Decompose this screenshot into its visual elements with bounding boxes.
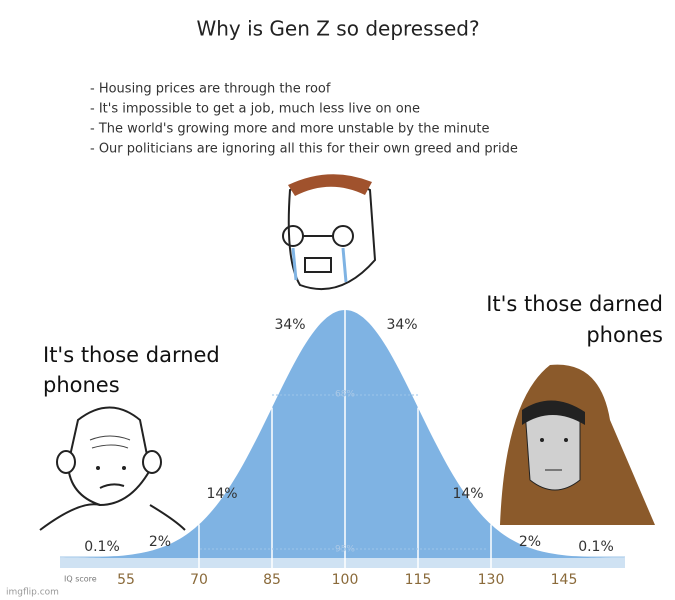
title: Why is Gen Z so depressed?: [196, 17, 479, 41]
bullet: - Housing prices are through the roof: [90, 82, 331, 97]
inner-pct: 95%: [335, 545, 355, 555]
tick-label: 115: [405, 572, 432, 588]
bell-curve: [60, 310, 625, 558]
bullet: - It's impossible to get a job, much les…: [90, 102, 420, 117]
axis-label: IQ score: [64, 575, 97, 584]
tick-label: 100: [332, 572, 359, 588]
bullet: - Our politicians are ignoring all this …: [90, 142, 518, 157]
pct-label: 14%: [452, 486, 483, 502]
tick-label: 130: [478, 572, 505, 588]
pct-label: 0.1%: [578, 539, 614, 555]
bullet-list: - Housing prices are through the roof - …: [90, 82, 518, 157]
left-character: [39, 406, 186, 531]
tick-label: 145: [551, 572, 578, 588]
caption: It's those darned: [43, 343, 220, 367]
caption: phones: [586, 323, 663, 347]
axis-strip: [60, 556, 625, 568]
middle-character: [282, 174, 377, 291]
tick-labels: 55 70 85 100 115 130 145: [117, 572, 577, 588]
pct-label: 14%: [206, 486, 237, 502]
caption: phones: [43, 373, 120, 397]
tick-label: 55: [117, 572, 135, 588]
tick-label: 85: [263, 572, 281, 588]
pct-label: 2%: [519, 534, 541, 550]
caption: It's those darned: [486, 292, 663, 316]
tick-label: 70: [190, 572, 208, 588]
bullet: - The world's growing more and more unst…: [90, 122, 489, 137]
pct-label: 34%: [274, 317, 305, 333]
pct-label: 2%: [149, 534, 171, 550]
pct-label: 34%: [386, 317, 417, 333]
watermark: imgflip.com: [6, 588, 59, 598]
sd-lines: [198, 310, 492, 568]
right-character: [500, 364, 655, 525]
inner-pct: 68%: [335, 390, 355, 400]
pct-label: 0.1%: [84, 539, 120, 555]
